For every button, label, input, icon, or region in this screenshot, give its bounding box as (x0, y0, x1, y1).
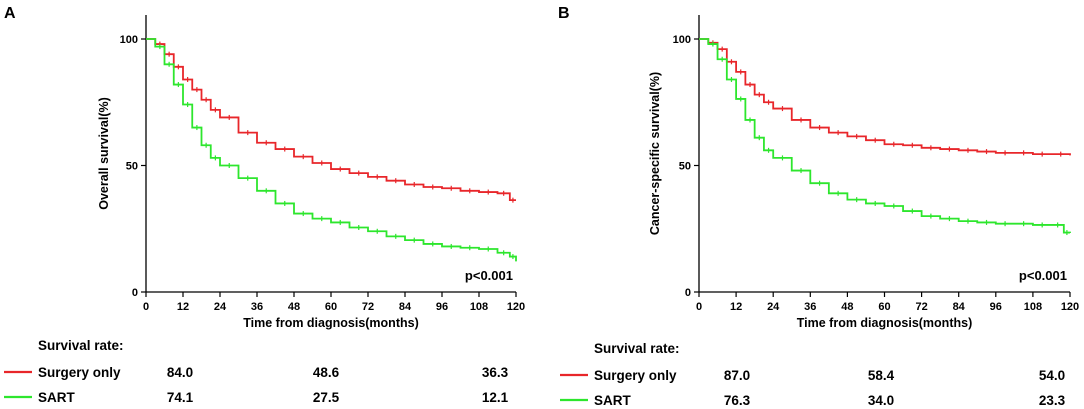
survival-table-header: Survival rate: (594, 341, 680, 356)
survival-curve-sart (146, 38, 517, 262)
y-tick-label: 50 (679, 161, 691, 173)
x-tick-label: 84 (399, 301, 412, 313)
panel-a: A 0 12 24 36 48 60 72 84 96 108 120 0 50 100 Time from… (4, 5, 525, 405)
legend-label: Surgery only (38, 365, 121, 380)
legend-label: Surgery only (594, 368, 677, 383)
y-tick-label: 100 (673, 34, 691, 46)
x-tick-label: 0 (696, 301, 702, 313)
x-tick-label: 108 (1024, 301, 1042, 313)
x-tick-label: 60 (878, 301, 890, 313)
survival-rate-value: 27.5 (313, 390, 340, 405)
x-tick-label: 60 (325, 301, 337, 313)
survival-rate-value: 12.1 (482, 390, 509, 405)
x-tick-label: 96 (990, 301, 1002, 313)
survival-rate-value: 48.6 (313, 365, 340, 380)
survival-rate-value: 87.0 (724, 368, 750, 383)
y-tick-label: 100 (120, 34, 138, 46)
x-tick-label: 24 (767, 301, 780, 313)
x-tick-label: 72 (915, 301, 927, 313)
x-tick-label: 72 (362, 301, 374, 313)
legend-label: SART (594, 393, 632, 408)
y-axis-label: Overall survival(%) (97, 97, 111, 210)
x-tick-label: 108 (470, 301, 488, 313)
survival-rate-value: 36.3 (482, 365, 509, 380)
x-tick-label: 48 (288, 301, 300, 313)
x-tick-label: 48 (841, 301, 853, 313)
survival-rate-value: 23.3 (1039, 393, 1066, 408)
survival-rate-value: 58.4 (868, 368, 895, 383)
panel-letter: B (558, 5, 570, 22)
survival-rate-value: 74.1 (167, 390, 194, 405)
survival-curve-surgery-only (699, 38, 1071, 156)
x-tick-label: 12 (730, 301, 742, 313)
x-tick-label: 24 (214, 301, 227, 313)
y-tick-label: 50 (126, 161, 138, 173)
x-tick-label: 96 (436, 301, 448, 313)
p-value-label: p<0.001 (1019, 268, 1067, 283)
survival-rate-value: 34.0 (868, 393, 894, 408)
survival-rate-value: 84.0 (167, 365, 193, 380)
x-tick-label: 0 (143, 301, 149, 313)
x-tick-label: 120 (507, 301, 525, 313)
survival-rate-value: 76.3 (724, 393, 751, 408)
x-tick-label: 120 (1061, 301, 1079, 313)
p-value-label: p<0.001 (465, 268, 513, 283)
y-tick-label: 0 (685, 287, 691, 299)
survival-curve-sart (699, 38, 1071, 234)
legend-label: SART (38, 390, 76, 405)
x-tick-label: 36 (251, 301, 263, 313)
x-axis-label: Time from diagnosis(months) (243, 316, 418, 330)
x-tick-label: 84 (953, 301, 966, 313)
x-tick-label: 36 (804, 301, 816, 313)
x-axis-label: Time from diagnosis(months) (797, 316, 972, 330)
survival-curve-surgery-only (146, 38, 516, 202)
panel-letter: A (4, 5, 16, 22)
panel-b: B 0 12 24 36 48 60 72 84 96 108 120 0 50 100 Time from… (558, 5, 1079, 408)
y-tick-label: 0 (132, 287, 138, 299)
x-tick-label: 12 (177, 301, 189, 313)
y-axis-label: Cancer-specific survival(%) (648, 72, 662, 235)
survival-rate-value: 54.0 (1039, 368, 1065, 383)
survival-table-header: Survival rate: (38, 338, 124, 353)
